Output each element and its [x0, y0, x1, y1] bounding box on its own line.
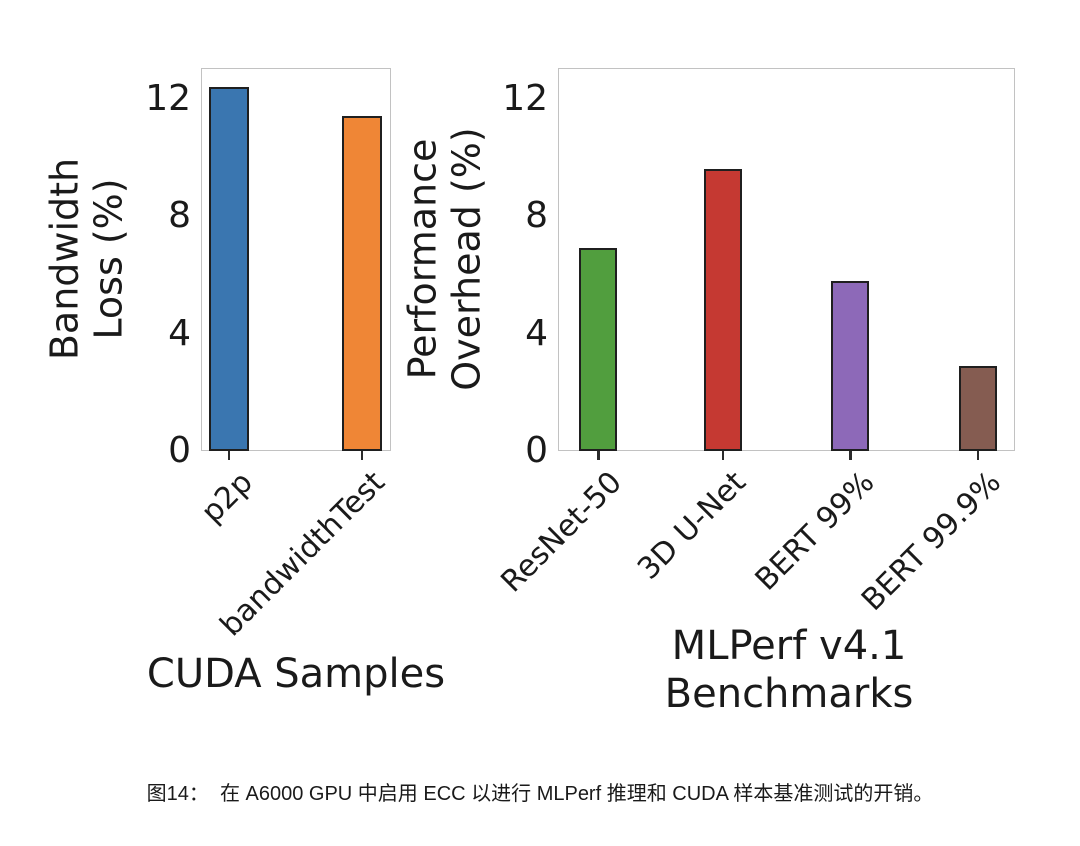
x-tick-mark: [597, 451, 600, 460]
mlperf-x-axis-title: MLPerf v4.1 Benchmarks: [664, 623, 914, 717]
cuda-samples-x-axis-title: CUDA Samples: [146, 651, 446, 697]
y-tick-label-8: 8: [525, 195, 548, 237]
y-tick-label-4: 4: [525, 312, 548, 354]
y-tick-label-0: 0: [168, 430, 191, 471]
bar-p2p: [208, 87, 249, 451]
x-tick-mark: [360, 451, 364, 460]
y-tick-label-0: 0: [525, 430, 548, 471]
figure-caption: 图14： 在 A6000 GPU 中启用 ECC 以进行 MLPerf 推理和 …: [146, 783, 934, 805]
bar-ResNet-50: [579, 248, 618, 451]
x-tick-mark: [227, 451, 231, 460]
y-tick-label-4: 4: [168, 312, 191, 354]
x-tick-mark: [849, 451, 852, 460]
x-tick-label-3D U-Net: 3D U-Net: [631, 464, 754, 587]
y-tick-label-12: 12: [145, 77, 191, 119]
performance-overhead-y-axis-title: Performance Overhead (%): [400, 127, 488, 391]
y-tick-label-12: 12: [502, 77, 548, 119]
bar-3D U-Net: [703, 169, 742, 451]
x-tick-mark: [721, 451, 725, 460]
bar-bandwidthTest: [341, 116, 382, 451]
x-tick-label-BERT 99%: BERT 99%: [748, 464, 882, 598]
performance-overhead-plot-area: [558, 68, 1015, 451]
x-tick-mark: [976, 451, 980, 460]
y-tick-label-8: 8: [168, 195, 191, 237]
bar-BERT 99%: [831, 280, 870, 451]
bar-BERT 99.9%: [958, 365, 997, 451]
x-tick-label-ResNet-50: ResNet-50: [494, 464, 629, 600]
